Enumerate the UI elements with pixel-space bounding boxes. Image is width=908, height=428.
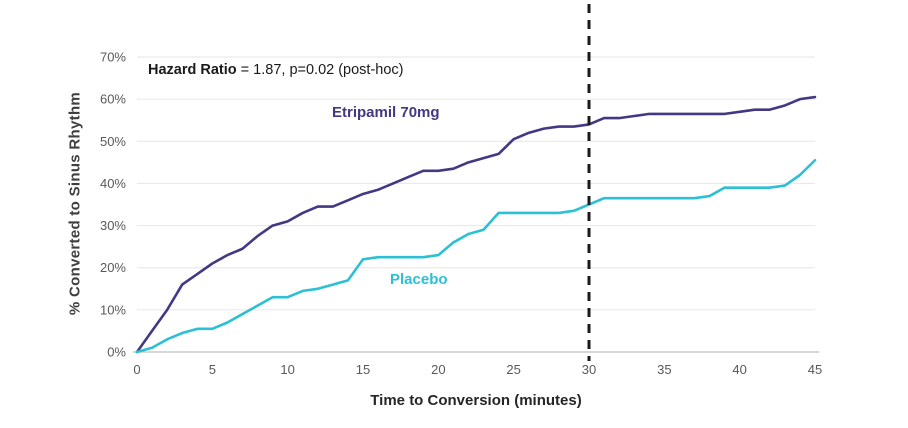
y-tick-label: 60% xyxy=(100,92,126,107)
x-tick-label: 45 xyxy=(808,362,822,377)
x-tick-label: 40 xyxy=(732,362,746,377)
x-tick-label: 30 xyxy=(582,362,596,377)
y-tick-label: 0% xyxy=(107,345,126,360)
y-tick-label: 40% xyxy=(100,176,126,191)
series-label-placebo: Placebo xyxy=(390,271,448,288)
series-line-etripamil-70mg xyxy=(135,95,817,354)
x-tick-label: 0 xyxy=(133,362,140,377)
x-tick-label: 5 xyxy=(209,362,216,377)
y-tick-label: 50% xyxy=(100,134,126,149)
hazard-ratio-annotation: Hazard Ratio = 1.87, p=0.02 (post-hoc) xyxy=(148,62,404,78)
x-tick-label: 15 xyxy=(356,362,370,377)
x-axis-title: Time to Conversion (minutes) xyxy=(370,392,582,409)
hazard-ratio-value: = 1.87, p=0.02 (post-hoc) xyxy=(236,62,404,78)
y-tick-label: 20% xyxy=(100,260,126,275)
series-label-etripamil: Etripamil 70mg xyxy=(332,104,440,121)
x-tick-label: 20 xyxy=(431,362,445,377)
series-line-placebo xyxy=(135,158,817,354)
x-tick-label: 25 xyxy=(506,362,520,377)
y-axis-title: % Converted to Sinus Rhythm xyxy=(66,91,84,316)
x-tick-label: 10 xyxy=(280,362,294,377)
y-tick-label: 70% xyxy=(100,50,126,65)
hazard-ratio-label: Hazard Ratio xyxy=(148,62,237,78)
y-tick-label: 10% xyxy=(100,302,126,317)
x-tick-label: 35 xyxy=(657,362,671,377)
y-tick-label: 30% xyxy=(100,218,126,233)
